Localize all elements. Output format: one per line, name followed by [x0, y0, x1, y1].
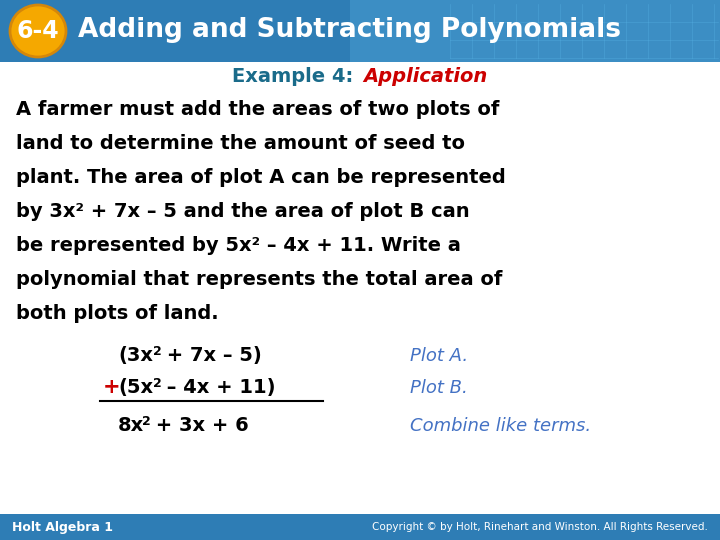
Text: Plot B.: Plot B.: [410, 379, 468, 397]
Text: Combine like terms.: Combine like terms.: [410, 417, 591, 435]
Text: 6-4: 6-4: [17, 19, 59, 43]
Text: Example 4:: Example 4:: [232, 68, 360, 86]
Text: Plot A.: Plot A.: [410, 347, 468, 365]
Text: 8x: 8x: [118, 416, 144, 435]
Text: 2: 2: [153, 345, 162, 358]
Text: – 4x + 11): – 4x + 11): [160, 378, 276, 397]
Text: land to determine the amount of seed to: land to determine the amount of seed to: [16, 134, 465, 153]
Text: be represented by 5x² – 4x + 11. Write a: be represented by 5x² – 4x + 11. Write a: [16, 236, 461, 255]
Text: 2: 2: [153, 377, 162, 390]
Text: +: +: [103, 377, 121, 397]
FancyBboxPatch shape: [0, 0, 720, 62]
Text: plant. The area of plot A can be represented: plant. The area of plot A can be represe…: [16, 168, 505, 187]
Text: Copyright © by Holt, Rinehart and Winston. All Rights Reserved.: Copyright © by Holt, Rinehart and Winsto…: [372, 522, 708, 532]
FancyBboxPatch shape: [0, 514, 720, 540]
Text: Holt Algebra 1: Holt Algebra 1: [12, 521, 113, 534]
Ellipse shape: [10, 5, 66, 57]
Text: (3x: (3x: [118, 346, 153, 365]
Text: Application: Application: [363, 68, 487, 86]
Text: polynomial that represents the total area of: polynomial that represents the total are…: [16, 270, 503, 289]
Text: by 3x² + 7x – 5 and the area of plot B can: by 3x² + 7x – 5 and the area of plot B c…: [16, 202, 469, 221]
FancyBboxPatch shape: [350, 0, 720, 62]
Text: 2: 2: [142, 415, 150, 428]
Text: (5x: (5x: [118, 378, 153, 397]
Text: both plots of land.: both plots of land.: [16, 304, 219, 323]
Text: + 7x – 5): + 7x – 5): [160, 346, 262, 365]
Text: A farmer must add the areas of two plots of: A farmer must add the areas of two plots…: [16, 100, 500, 119]
Text: + 3x + 6: + 3x + 6: [149, 416, 248, 435]
Text: Adding and Subtracting Polynomials: Adding and Subtracting Polynomials: [78, 17, 621, 43]
